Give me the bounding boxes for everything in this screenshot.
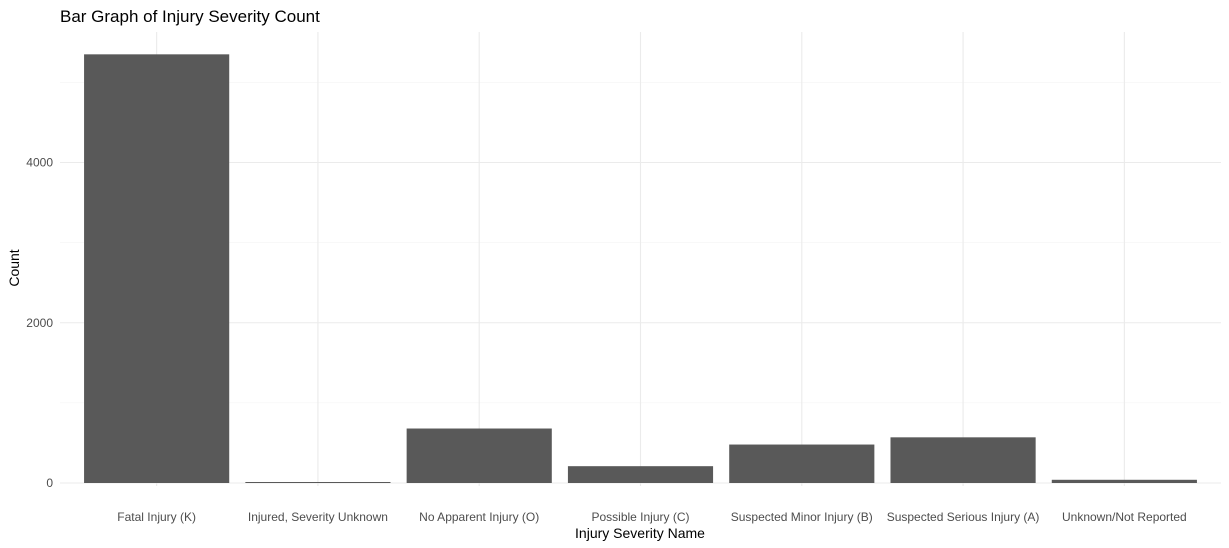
y-tick-labels: 0 2000 4000 [26,156,53,491]
x-tick-label: Injured, Severity Unknown [248,510,388,524]
bar [406,428,552,483]
bars [84,54,1197,484]
x-tick-label: No Apparent Injury (O) [419,510,539,524]
y-tick-label: 2000 [26,316,53,330]
x-tick-labels: Fatal Injury (K) Injured, Severity Unknow… [117,510,1186,524]
y-tick-label: 4000 [26,156,53,170]
bar [890,437,1036,483]
bar [84,54,230,484]
x-tick-label: Suspected Minor Injury (B) [731,510,873,524]
bar [729,444,875,483]
bar [1051,479,1197,483]
y-axis-title: Count [6,249,22,286]
x-tick-label: Possible Injury (C) [591,510,689,524]
x-axis-title: Injury Severity Name [575,525,705,541]
x-tick-label: Suspected Serious Injury (A) [887,510,1040,524]
grid [60,32,1221,486]
x-tick-label: Unknown/Not Reported [1062,510,1187,524]
x-tick-label: Fatal Injury (K) [117,510,196,524]
chart-title: Bar Graph of Injury Severity Count [60,7,320,26]
bar [567,466,714,483]
bar [245,482,391,483]
y-tick-label: 0 [46,476,53,490]
